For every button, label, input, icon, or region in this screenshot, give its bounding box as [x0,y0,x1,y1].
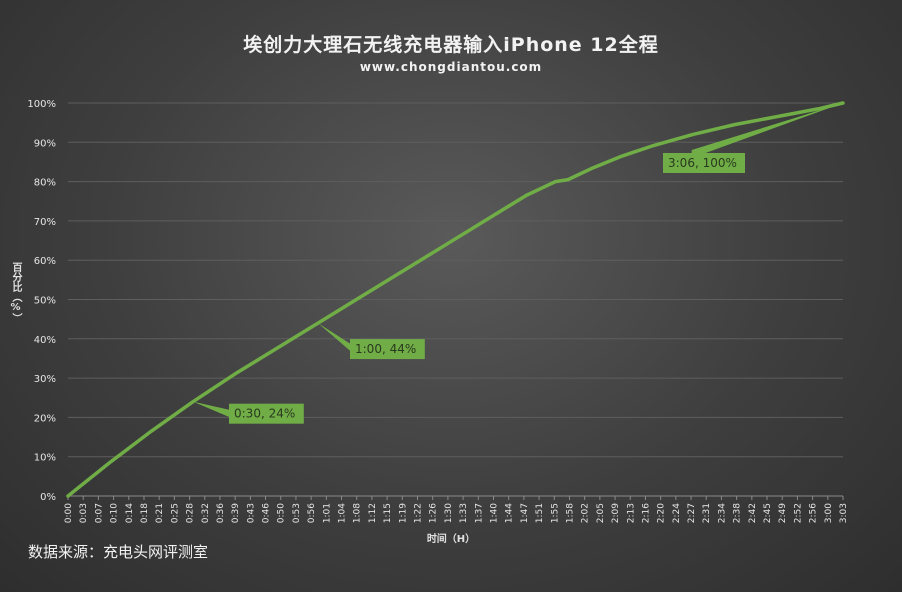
y-tick-label: 90% [34,138,56,149]
y-tick-label: 80% [34,178,56,189]
x-tick-label: 2:52 [793,503,803,523]
y-tick-label: 70% [34,217,56,228]
x-tick-label: 0:14 [125,503,135,523]
x-tick-label: 1:15 [383,503,393,523]
x-tick-label: 2:05 [596,503,606,523]
x-tick-label: 1:04 [338,503,348,523]
x-tick-label: 1:12 [368,503,378,523]
x-tick-label: 0:03 [79,503,89,523]
x-tick-label: 0:53 [292,503,302,523]
x-tick-label: 1:44 [505,503,515,523]
x-tick-label: 1:33 [459,503,469,523]
x-tick-label: 1:01 [322,503,332,523]
x-tick-label: 0:10 [110,503,120,523]
x-tick-label: 2:13 [626,503,636,523]
y-tick-label: 20% [34,413,56,424]
y-axis-label: 百分比（%） [10,262,21,323]
x-tick-label: 0:39 [231,503,241,523]
x-tick-label: 0:18 [140,503,150,523]
annotation-callout [193,401,233,419]
chart-title: 埃创力大理石无线充电器输入iPhone 12全程 [243,34,659,56]
x-tick-label: 2:56 [809,503,819,523]
data-source-note: 数据来源：充电头网评测室 [28,543,209,561]
annotation-label: 1:00, 44% [355,342,416,356]
annotation-box [663,153,745,173]
y-tick-label: 60% [34,256,56,267]
x-tick-label: 0:07 [94,503,104,523]
x-tick-label: 0:56 [307,503,317,523]
x-tick-label: 0:43 [246,503,256,523]
x-axis-label: 时间（H） [426,534,476,545]
y-tick-label: 50% [34,296,56,307]
annotation-callout [318,323,354,355]
y-tick-label: 0% [40,492,56,503]
x-tick-label: 1:19 [398,503,408,523]
series-line [66,101,845,498]
x-tick-label: 1:58 [565,503,575,523]
y-tick-label: 30% [34,374,56,385]
x-tick-label: 1:55 [550,503,560,523]
x-tick-label: 2:45 [763,503,773,523]
x-tick-label: 2:02 [581,503,591,523]
y-tick-label: 40% [34,335,56,346]
x-tick-label: 1:08 [353,503,363,523]
x-tick-label: 1:22 [414,503,424,523]
x-tick-label: 2:27 [687,503,697,523]
x-tick-label: 3:00 [824,503,834,523]
x-tick-label: 1:37 [474,503,484,523]
chart-subtitle: www.chongdiantou.com [359,60,543,74]
x-tick-label: 0:46 [262,503,272,523]
x-tick-label: 2:16 [641,503,651,523]
x-tick-label: 2:49 [778,503,788,523]
annotation-label: 3:06, 100% [668,156,737,170]
x-tick-label: 0:28 [186,503,196,523]
y-tick-label: 10% [34,453,56,464]
x-tick-label: 1:47 [520,503,530,523]
x-tick-label: 1:26 [429,503,439,523]
x-tick-label: 0:36 [216,503,226,523]
x-tick-label: 0:50 [277,503,287,523]
x-tick-label: 1:40 [489,503,499,523]
x-tick-label: 3:03 [839,503,849,523]
x-tick-label: 2:38 [733,503,743,523]
x-tick-label: 1:51 [535,503,545,523]
annotation-box [350,339,425,360]
annotation-label: 0:30, 24% [234,407,295,421]
x-tick-label: 0:21 [155,503,165,523]
annotation-callout [691,103,843,158]
x-tick-label: 0:00 [64,503,74,523]
y-tick-label: 100% [27,99,56,110]
x-tick-label: 2:20 [657,503,667,523]
x-tick-label: 0:25 [170,503,180,523]
x-tick-label: 2:24 [672,503,682,523]
x-tick-label: 1:30 [444,503,454,523]
x-tick-label: 2:09 [611,503,621,523]
annotation-box [229,403,304,424]
x-tick-label: 0:32 [201,503,211,523]
x-tick-label: 2:42 [748,503,758,523]
x-tick-label: 2:31 [702,503,712,523]
x-tick-label: 2:34 [717,503,727,523]
